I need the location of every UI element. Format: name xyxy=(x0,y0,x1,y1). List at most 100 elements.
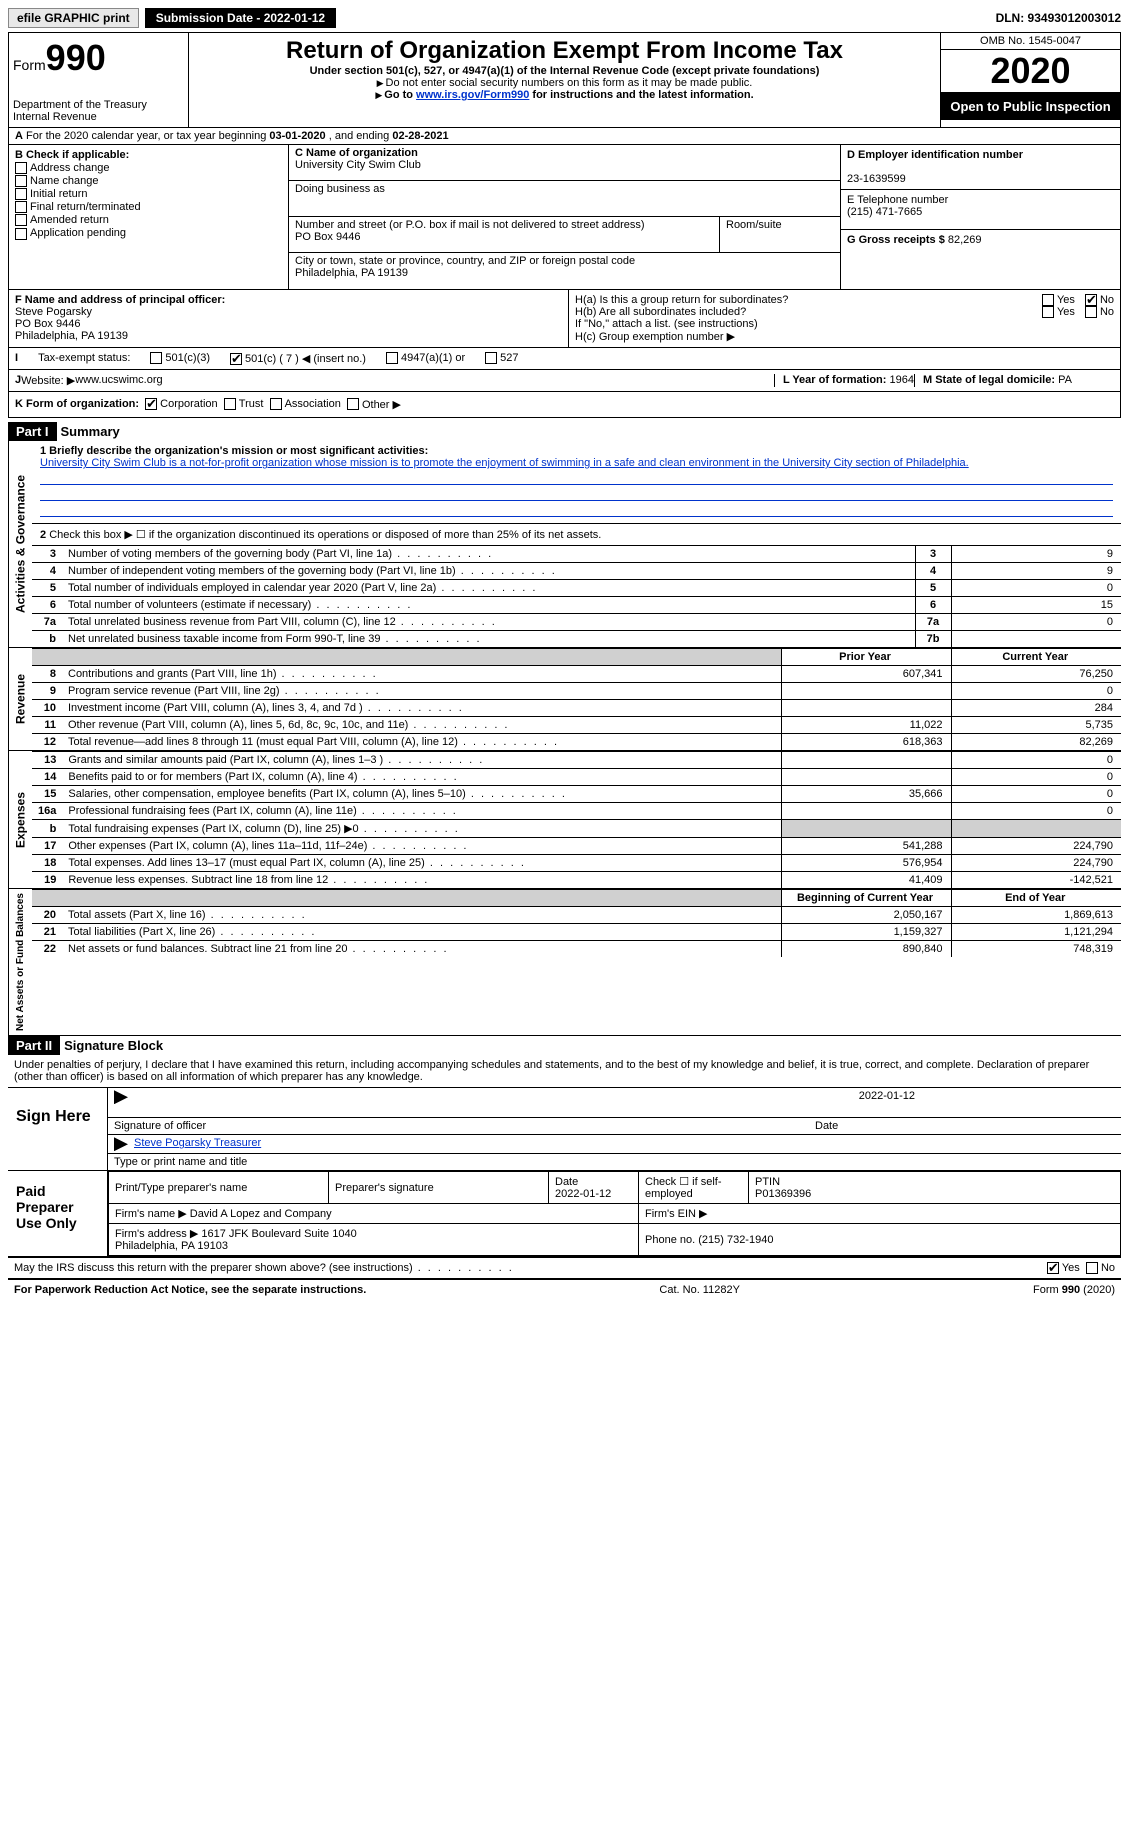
form-header: Form990 Department of the Treasury Inter… xyxy=(8,32,1121,128)
officer-sig-label: Signature of officer xyxy=(114,1120,815,1132)
group-return-block: H(a) Is this a group return for subordin… xyxy=(569,290,1120,347)
firm-ein-label: Firm's EIN ▶ xyxy=(639,1204,1121,1224)
table-row: bNet unrelated business taxable income f… xyxy=(32,631,1121,648)
checkbox-option[interactable]: Amended return xyxy=(15,214,282,226)
irs-link[interactable]: www.irs.gov/Form990 xyxy=(416,89,529,101)
footer-mid: Cat. No. 11282Y xyxy=(659,1284,740,1296)
prep-name-label: Print/Type preparer's name xyxy=(109,1172,329,1204)
mission-label: 1 Briefly describe the organization's mi… xyxy=(40,445,428,457)
efile-button[interactable]: efile GRAPHIC print xyxy=(8,8,139,28)
table-row: 20Total assets (Part X, line 16)2,050,16… xyxy=(32,907,1121,924)
column-b-checkboxes: B Check if applicable: Address changeNam… xyxy=(9,145,289,289)
q2-text: Check this box ▶ ☐ if the organization d… xyxy=(49,529,601,541)
self-employed-label: Check ☐ if self-employed xyxy=(639,1172,749,1204)
table-row: Prior YearCurrent Year xyxy=(32,649,1121,666)
table-row: 17Other expenses (Part IX, column (A), l… xyxy=(32,838,1121,855)
tel: (215) 471-7665 xyxy=(847,206,922,218)
checkbox-option[interactable]: Address change xyxy=(15,162,282,174)
org-name-label: C Name of organization xyxy=(295,147,418,159)
checkbox-option[interactable]: Name change xyxy=(15,175,282,187)
inspection-label: Open to Public Inspection xyxy=(941,93,1120,120)
top-toolbar: efile GRAPHIC print Submission Date - 20… xyxy=(8,8,1121,28)
column-c-org-info: C Name of organizationUniversity City Sw… xyxy=(289,145,840,289)
submission-date-button[interactable]: Submission Date - 2022-01-12 xyxy=(145,8,336,28)
addr: PO Box 9446 xyxy=(295,231,360,243)
gross: 82,269 xyxy=(948,234,982,246)
table-row: 10Investment income (Part VIII, column (… xyxy=(32,700,1121,717)
website-row: J Website: ▶ www.ucswimc.org L Year of f… xyxy=(8,370,1121,392)
table-row: bTotal fundraising expenses (Part IX, co… xyxy=(32,820,1121,838)
footer-right: Form 990 (2020) xyxy=(1033,1284,1115,1296)
table-row: 3Number of voting members of the governi… xyxy=(32,546,1121,563)
table-row: 14Benefits paid to or for members (Part … xyxy=(32,769,1121,786)
table-row: 8Contributions and grants (Part VIII, li… xyxy=(32,666,1121,683)
vtab-governance: Activities & Governance xyxy=(8,441,32,647)
form-org-row: K Form of organization: Corporation Trus… xyxy=(8,392,1121,418)
prep-date: 2022-01-12 xyxy=(555,1188,611,1200)
room-label: Room/suite xyxy=(720,217,840,252)
table-row: 15Salaries, other compensation, employee… xyxy=(32,786,1121,803)
mission-text: University City Swim Club is a not-for-p… xyxy=(40,457,969,469)
table-row: 7aTotal unrelated business revenue from … xyxy=(32,614,1121,631)
tax-exempt-row: I Tax-exempt status: 501(c)(3) 501(c) ( … xyxy=(8,348,1121,370)
table-row: 5Total number of individuals employed in… xyxy=(32,580,1121,597)
form-note-1: Do not enter social security numbers on … xyxy=(193,77,936,89)
org-name: University City Swim Club xyxy=(295,159,421,171)
city: Philadelphia, PA 19139 xyxy=(295,267,408,279)
firm-name: David A Lopez and Company xyxy=(190,1208,332,1220)
officer-printed-name: Steve Pogarsky Treasurer xyxy=(134,1137,261,1151)
table-row: 4Number of independent voting members of… xyxy=(32,563,1121,580)
checkbox-option[interactable]: Final return/terminated xyxy=(15,201,282,213)
officer-addr1: PO Box 9446 xyxy=(15,318,80,330)
signature-intro: Under penalties of perjury, I declare th… xyxy=(8,1055,1121,1088)
ein-label: D Employer identification number xyxy=(847,149,1023,161)
part1-title: Summary xyxy=(61,424,120,439)
part2-title: Signature Block xyxy=(64,1038,163,1053)
discuss-row: May the IRS discuss this return with the… xyxy=(8,1257,1121,1278)
table-row: 19Revenue less expenses. Subtract line 1… xyxy=(32,872,1121,889)
line-a: A For the 2020 calendar year, or tax yea… xyxy=(8,128,1121,145)
form-title: Return of Organization Exempt From Incom… xyxy=(193,37,936,65)
table-row: Beginning of Current YearEnd of Year xyxy=(32,890,1121,907)
gross-label: G Gross receipts $ xyxy=(847,234,945,246)
dba-label: Doing business as xyxy=(295,183,385,195)
officer-block: F Name and address of principal officer:… xyxy=(9,290,569,347)
dept-label: Department of the Treasury Internal Reve… xyxy=(13,99,184,123)
vtab-revenue: Revenue xyxy=(8,648,32,750)
dln-label: DLN: 93493012003012 xyxy=(996,11,1121,25)
form-subtitle: Under section 501(c), 527, or 4947(a)(1)… xyxy=(193,65,936,77)
form-prefix: Form xyxy=(13,57,46,73)
sig-date: 2022-01-12 xyxy=(859,1090,915,1115)
website: www.ucswimc.org xyxy=(75,374,162,387)
col-b-header: B Check if applicable: xyxy=(15,149,282,161)
column-d-contact: D Employer identification number 23-16395… xyxy=(840,145,1120,289)
part1-header: Part I xyxy=(8,422,57,441)
form-note-2: Go to www.irs.gov/Form990 for instructio… xyxy=(193,89,936,101)
officer-name: Steve Pogarsky xyxy=(15,306,92,318)
officer-addr2: Philadelphia, PA 19139 xyxy=(15,330,128,342)
firm-phone: (215) 732-1940 xyxy=(698,1234,773,1246)
tel-label: E Telephone number xyxy=(847,194,948,206)
name-title-label: Type or print name and title xyxy=(108,1154,1121,1170)
vtab-net-assets: Net Assets or Fund Balances xyxy=(8,889,32,1035)
city-label: City or town, state or province, country… xyxy=(295,255,635,267)
table-row: 6Total number of volunteers (estimate if… xyxy=(32,597,1121,614)
vtab-expenses: Expenses xyxy=(8,751,32,888)
sign-here-label: Sign Here xyxy=(8,1088,108,1170)
table-row: 22Net assets or fund balances. Subtract … xyxy=(32,941,1121,958)
tax-year: 2020 xyxy=(941,50,1120,93)
table-row: 9Program service revenue (Part VIII, lin… xyxy=(32,683,1121,700)
checkbox-option[interactable]: Initial return xyxy=(15,188,282,200)
prep-sig-label: Preparer's signature xyxy=(329,1172,549,1204)
ein: 23-1639599 xyxy=(847,173,906,185)
arrow-icon xyxy=(114,1137,128,1151)
form-number: 990 xyxy=(46,37,106,78)
paid-preparer-label: Paid Preparer Use Only xyxy=(8,1171,108,1256)
table-row: 16aProfessional fundraising fees (Part I… xyxy=(32,803,1121,820)
checkbox-option[interactable]: Application pending xyxy=(15,227,282,239)
part2-header: Part II xyxy=(8,1036,60,1055)
addr-label: Number and street (or P.O. box if mail i… xyxy=(295,219,645,231)
ptin: P01369396 xyxy=(755,1188,811,1200)
table-row: 18Total expenses. Add lines 13–17 (must … xyxy=(32,855,1121,872)
date-label: Date xyxy=(815,1120,1115,1132)
